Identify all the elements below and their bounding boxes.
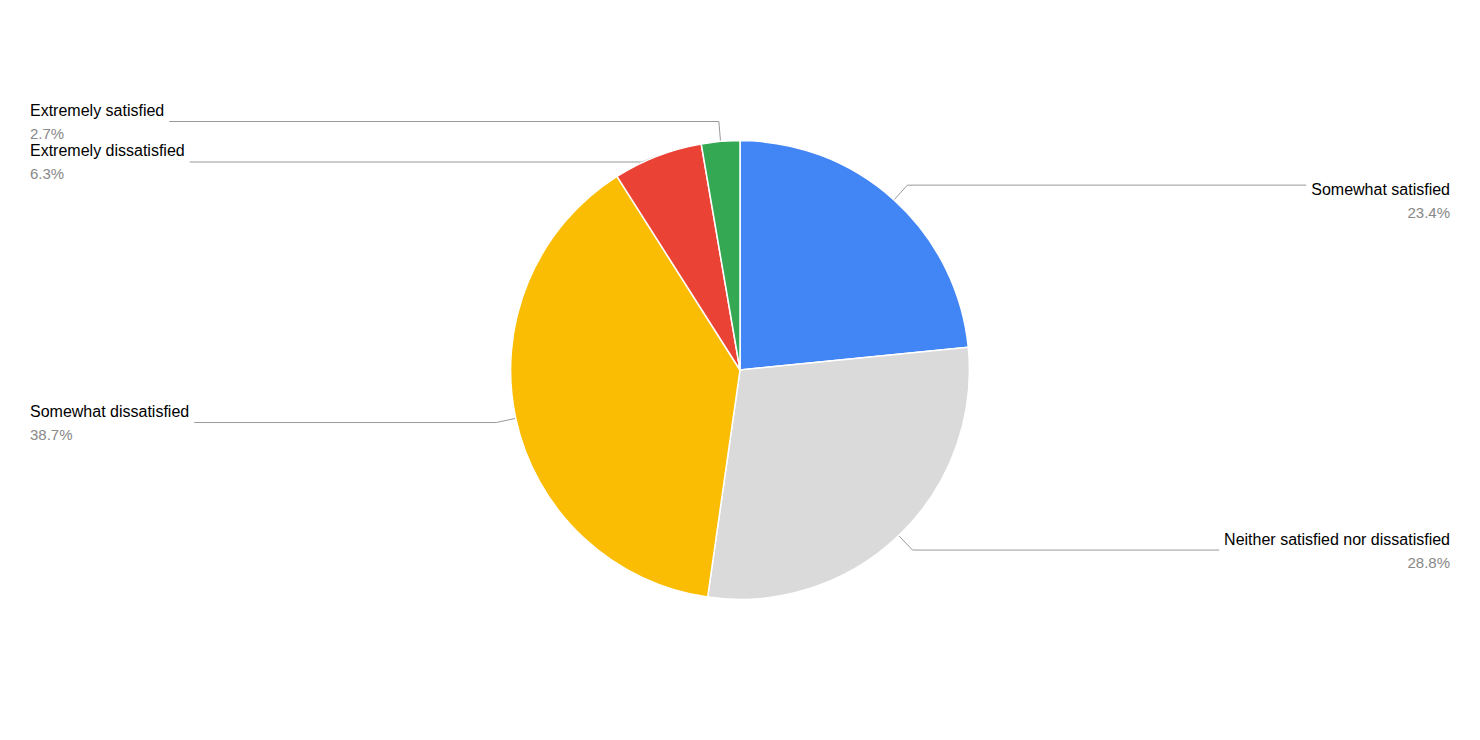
svg-text:Neither satisfied nor dissatis: Neither satisfied nor dissatisfied bbox=[1224, 531, 1450, 548]
svg-text:Somewhat satisfied: Somewhat satisfied bbox=[1311, 181, 1450, 198]
svg-text:Somewhat dissatisfied: Somewhat dissatisfied bbox=[30, 403, 189, 420]
svg-text:38.7%: 38.7% bbox=[30, 426, 73, 443]
svg-text:Extremely satisfied: Extremely satisfied bbox=[30, 102, 164, 119]
svg-text:Extremely dissatisfied: Extremely dissatisfied bbox=[30, 142, 185, 159]
svg-text:23.4%: 23.4% bbox=[1407, 204, 1450, 221]
svg-text:28.8%: 28.8% bbox=[1407, 554, 1450, 571]
svg-text:2.7%: 2.7% bbox=[30, 125, 64, 142]
svg-text:6.3%: 6.3% bbox=[30, 165, 64, 182]
